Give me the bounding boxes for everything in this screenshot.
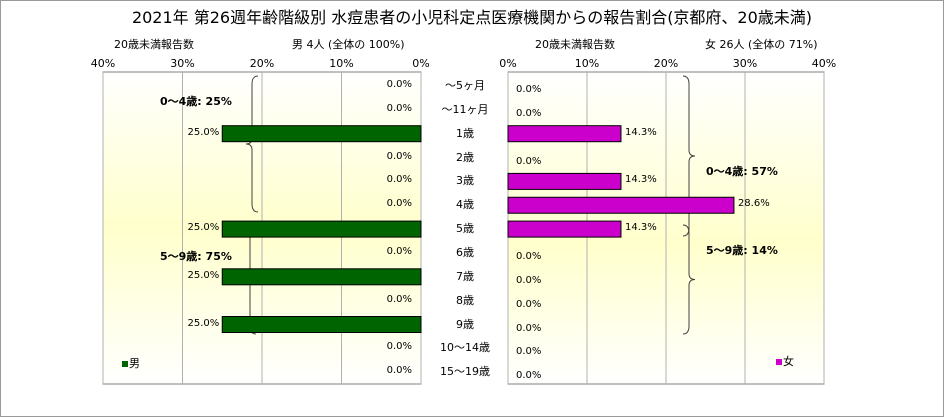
female-bar [507, 172, 622, 190]
male-x-tick-label: 0% [412, 57, 430, 70]
male-x-tick-label: 10% [329, 57, 354, 70]
age-category-label: 3歳 [456, 174, 474, 188]
male-x-tick-label: 30% [170, 57, 195, 70]
female-bar [507, 125, 622, 143]
female-summary: 女 26人 (全体の 71%) [705, 38, 818, 51]
female-x-tick-label: 20% [653, 57, 679, 70]
female-bar-value: 0.0% [516, 370, 542, 382]
age-category-label: 8歳 [456, 293, 474, 307]
female-bar-value: 0.0% [516, 84, 542, 95]
age-category-label: 〜11ヶ月 [441, 102, 489, 116]
age-category-label: 6歳 [456, 245, 474, 259]
female-bar-value: 0.0% [516, 155, 542, 167]
male-annotation-0-4: 0〜4歳: 25% [160, 95, 232, 108]
male-annotation-5-9: 5〜9歳: 75% [160, 250, 232, 263]
male-bar [221, 220, 422, 238]
age-category-label: 1歳 [456, 126, 474, 140]
male-bar-value: 0.0% [386, 150, 412, 162]
male-bar-value: 25.0% [187, 126, 220, 138]
male-bar-value: 0.0% [386, 102, 412, 114]
age-category-label: 2歳 [456, 150, 474, 164]
female-x-tick-label: 10% [574, 57, 600, 70]
male-bar-value: 0.0% [386, 245, 412, 257]
male-x-tick-label: 20% [249, 57, 275, 70]
female-annotation-5-9: 5〜9歳: 14% [706, 244, 778, 257]
female-x-tick-label: 0% [499, 57, 517, 70]
male-bar-value: 25.0% [187, 269, 220, 281]
male-summary: 男 4人 (全体の 100%) [292, 38, 405, 51]
male-bracket-0-4 [245, 75, 259, 213]
male-legend: 男 [122, 355, 140, 371]
female-bar-value: 0.0% [516, 107, 542, 119]
female-bar-value: 14.3% [624, 174, 657, 186]
female-bar [507, 196, 735, 214]
male-bar [221, 268, 422, 286]
female-annotation-0-4: 0〜4歳: 57% [706, 165, 778, 178]
female-legend: 女 [776, 353, 794, 369]
age-category-label: 10〜14歳 [440, 341, 490, 355]
female-x-tick-label: 30% [732, 57, 758, 70]
female-bar-value: 28.6% [737, 198, 770, 210]
female-x-tick-label: 40% [811, 57, 837, 70]
male-bar-value: 0.0% [386, 174, 412, 186]
male-bar [221, 125, 422, 143]
age-category-label: 7歳 [456, 269, 474, 283]
chart-title: 2021年 第26週年齢階級別 水痘患者の小児科定点医療機関からの報告割合(京都… [131, 8, 813, 27]
female-bar-value: 14.3% [624, 126, 657, 138]
age-category-label: 5歳 [456, 222, 474, 236]
female-legend-label: 女 [783, 355, 794, 368]
female-bar-value: 0.0% [516, 250, 542, 262]
male-bar-value: 25.0% [187, 222, 220, 234]
male-legend-label: 男 [129, 357, 140, 370]
age-category-label: 15〜19歳 [440, 365, 490, 379]
male-x-tick-label: 40% [90, 57, 116, 70]
female-bar-value: 14.3% [624, 222, 657, 234]
right-count-caption: 20歳未満報告数 [535, 38, 615, 51]
age-category-label: 9歳 [456, 317, 474, 331]
male-bar-value: 0.0% [386, 341, 412, 353]
female-bar-value: 0.0% [516, 298, 542, 310]
female-bar [507, 220, 622, 238]
female-bracket-5-9 [682, 224, 696, 335]
left-count-caption: 20歳未満報告数 [114, 38, 194, 51]
male-bar-value: 0.0% [386, 79, 412, 90]
male-bar-value: 0.0% [386, 198, 412, 210]
female-bar-value: 0.0% [516, 274, 542, 286]
male-bar-value: 0.0% [386, 365, 412, 377]
male-bar-value: 25.0% [187, 317, 220, 329]
female-legend-swatch [776, 359, 782, 365]
female-bar-value: 0.0% [516, 322, 542, 334]
male-legend-swatch [122, 361, 128, 367]
male-bar-value: 0.0% [386, 293, 412, 305]
male-bar [221, 316, 422, 333]
age-category-label: 〜5ヶ月 [445, 79, 485, 92]
age-category-label: 4歳 [456, 198, 474, 212]
female-bar-value: 0.0% [516, 346, 542, 358]
